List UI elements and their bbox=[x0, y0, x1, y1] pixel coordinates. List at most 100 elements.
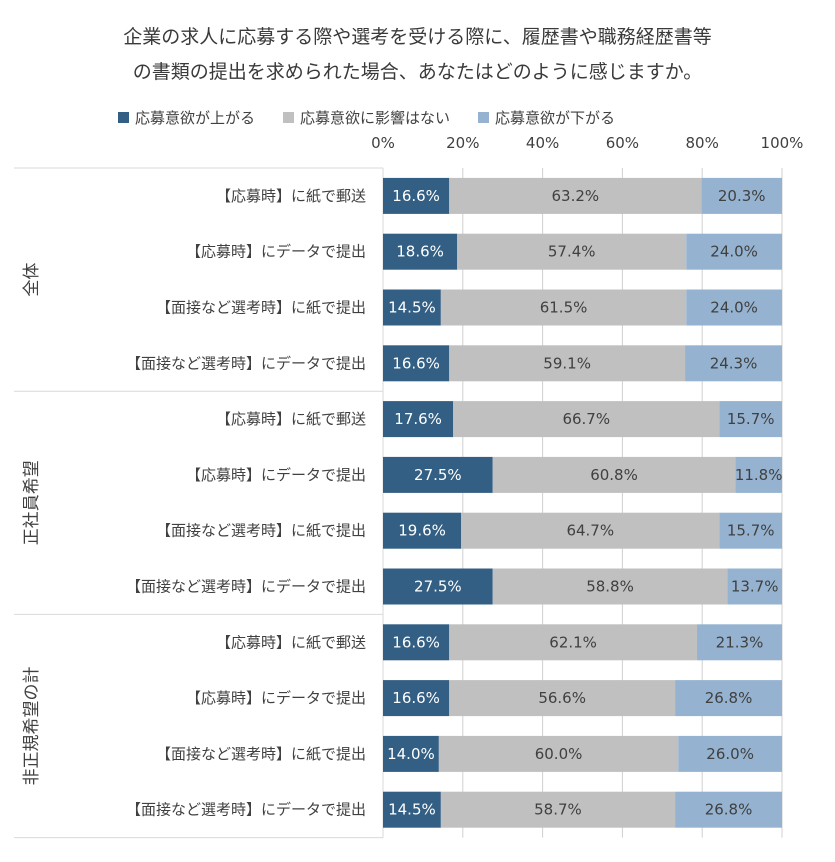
data-label-neutral: 60.0% bbox=[535, 745, 583, 763]
bar-segment-down bbox=[678, 735, 782, 772]
bar-segment-neutral bbox=[449, 177, 702, 214]
x-tick-label: 20% bbox=[446, 134, 479, 152]
bar-segment-neutral bbox=[440, 289, 687, 326]
group-label: 非正規希望の計 bbox=[22, 667, 42, 786]
bar-segment-down bbox=[686, 289, 782, 326]
bar-segment-neutral bbox=[492, 568, 728, 605]
data-label-up: 17.6% bbox=[394, 410, 442, 428]
data-label-neutral: 57.4% bbox=[548, 243, 596, 261]
chart-legend: 応募意欲が上がる 応募意欲に影響はない 応募意欲が下がる bbox=[118, 107, 615, 128]
group-label: 正社員希望 bbox=[22, 460, 42, 545]
x-tick-label: 40% bbox=[526, 134, 559, 152]
data-label-down: 13.7% bbox=[731, 578, 779, 596]
bar-segment-neutral bbox=[449, 624, 698, 661]
x-tick-label: 60% bbox=[606, 134, 639, 152]
data-label-neutral: 61.5% bbox=[540, 299, 588, 317]
bar-segment-up bbox=[383, 345, 450, 382]
category-label: 【応募時】に紙で郵送 bbox=[216, 410, 366, 428]
bar-segment-neutral bbox=[438, 735, 679, 772]
bar-segment-down bbox=[701, 177, 782, 214]
group-label: 全体 bbox=[22, 263, 42, 297]
data-label-down: 11.8% bbox=[735, 466, 783, 484]
bar-segment-down bbox=[675, 680, 782, 717]
data-label-neutral: 66.7% bbox=[562, 410, 610, 428]
data-label-up: 14.5% bbox=[388, 801, 436, 819]
x-tick-label: 80% bbox=[686, 134, 719, 152]
data-label-neutral: 56.6% bbox=[538, 689, 586, 707]
bar-segment-up bbox=[383, 177, 450, 214]
data-label-neutral: 58.8% bbox=[586, 578, 634, 596]
chart-title-line-2: の書類の提出を求められた場合、あなたはどのように感じますか。 bbox=[132, 61, 703, 83]
data-label-down: 24.3% bbox=[710, 354, 758, 372]
chart-title-line-1: 企業の求人に応募する際や選考を受ける際に、履歴書や職務経歴書等 bbox=[123, 26, 712, 48]
bar-segment-up bbox=[383, 735, 439, 772]
category-label: 【面接など選考時】にデータで提出 bbox=[126, 354, 366, 372]
data-label-neutral: 64.7% bbox=[566, 522, 614, 540]
category-label: 【面接など選考時】にデータで提出 bbox=[126, 578, 366, 596]
bar-segment-neutral bbox=[440, 791, 676, 828]
data-label-down: 24.0% bbox=[710, 243, 758, 261]
data-label-down: 21.3% bbox=[716, 633, 764, 651]
data-label-up: 16.6% bbox=[392, 187, 440, 205]
bar-segment-down bbox=[686, 233, 782, 270]
category-label: 【面接など選考時】にデータで提出 bbox=[126, 801, 366, 819]
bar-segment-down bbox=[675, 791, 782, 828]
data-label-down: 15.7% bbox=[727, 522, 775, 540]
bar-segment-neutral bbox=[457, 233, 687, 270]
legend-swatch-down bbox=[478, 112, 490, 123]
legend-swatch-up bbox=[118, 112, 129, 123]
data-label-down: 26.8% bbox=[705, 801, 753, 819]
data-label-down: 20.3% bbox=[718, 187, 766, 205]
bar-segment-up bbox=[383, 456, 493, 493]
legend-label-neutral: 応募意欲に影響はない bbox=[300, 109, 451, 127]
bar-segment-down bbox=[719, 512, 782, 549]
category-label: 【応募時】に紙で郵送 bbox=[216, 633, 366, 651]
data-label-up: 14.0% bbox=[387, 745, 435, 763]
data-label-neutral: 63.2% bbox=[551, 187, 599, 205]
bar-segment-up bbox=[383, 512, 462, 549]
data-label-neutral: 62.1% bbox=[549, 633, 597, 651]
bar-segment-neutral bbox=[449, 345, 686, 382]
data-label-up: 18.6% bbox=[396, 243, 444, 261]
bar-segment-down bbox=[719, 401, 782, 438]
bar-segment-up bbox=[383, 680, 450, 717]
bar-segment-neutral bbox=[492, 456, 736, 493]
x-tick-label: 0% bbox=[371, 134, 395, 152]
category-label: 【応募時】にデータで提出 bbox=[186, 466, 366, 484]
data-label-down: 15.7% bbox=[727, 410, 775, 428]
data-label-neutral: 60.8% bbox=[590, 466, 638, 484]
bar-segment-down bbox=[727, 568, 782, 605]
bar-segment-up bbox=[383, 624, 450, 661]
bar-segment-neutral bbox=[453, 401, 720, 438]
category-label: 【応募時】にデータで提出 bbox=[186, 689, 366, 707]
data-label-up: 14.5% bbox=[388, 299, 436, 317]
data-label-down: 26.8% bbox=[705, 689, 753, 707]
data-label-up: 16.6% bbox=[392, 633, 440, 651]
bar-segment-down bbox=[697, 624, 782, 661]
legend-item-up: 応募意欲が上がる bbox=[118, 107, 255, 128]
legend-item-neutral: 応募意欲に影響はない bbox=[283, 107, 450, 128]
bar-segment-up bbox=[383, 289, 441, 326]
bar-segment-up bbox=[383, 791, 441, 828]
data-label-down: 24.0% bbox=[710, 299, 758, 317]
data-label-down: 26.0% bbox=[706, 745, 754, 763]
data-label-up: 27.5% bbox=[414, 578, 462, 596]
bar-segment-neutral bbox=[461, 512, 720, 549]
data-label-neutral: 59.1% bbox=[543, 354, 591, 372]
bar-segment-neutral bbox=[449, 680, 676, 717]
data-label-up: 16.6% bbox=[392, 689, 440, 707]
x-tick-label: 100% bbox=[761, 134, 804, 152]
legend-swatch-neutral bbox=[283, 112, 295, 123]
category-label: 【面接など選考時】に紙で提出 bbox=[156, 522, 366, 540]
legend-label-down: 応募意欲が下がる bbox=[495, 109, 616, 127]
data-label-neutral: 58.7% bbox=[534, 801, 582, 819]
bar-segment-up bbox=[383, 401, 454, 438]
category-label: 【面接など選考時】に紙で提出 bbox=[156, 745, 366, 763]
category-label: 【応募時】に紙で郵送 bbox=[216, 187, 366, 205]
category-label: 【応募時】にデータで提出 bbox=[186, 243, 366, 261]
bar-segment-down bbox=[685, 345, 782, 382]
bar-segment-down bbox=[735, 456, 782, 493]
data-label-up: 16.6% bbox=[392, 354, 440, 372]
bar-segment-up bbox=[383, 568, 493, 605]
